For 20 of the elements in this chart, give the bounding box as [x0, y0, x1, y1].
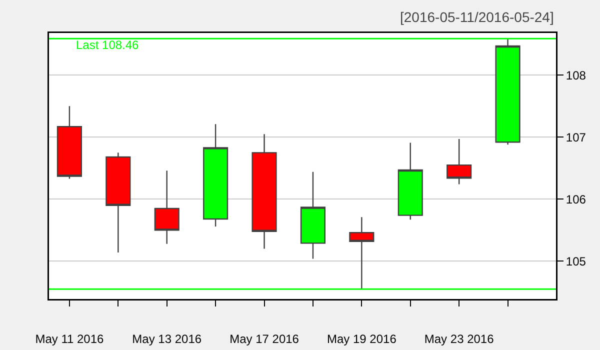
candlestick — [398, 142, 423, 220]
y-tick-label: 108 — [566, 68, 586, 82]
x-tick-label: May 13 2016 — [132, 332, 202, 346]
candlestick — [154, 170, 180, 244]
candlestick — [300, 171, 326, 260]
candlestick — [56, 106, 82, 180]
x-tick-label: May 19 2016 — [326, 332, 397, 346]
candlestick — [106, 152, 131, 254]
y-tick-label: 105 — [566, 254, 586, 268]
chart-title: [2016-05-11/2016-05-24] — [400, 9, 554, 25]
candlestick — [252, 133, 277, 250]
candlestick — [446, 138, 472, 185]
candlestick — [203, 124, 228, 228]
x-tick-label: May 11 2016 — [35, 332, 104, 346]
x-tick-label: May 17 2016 — [230, 332, 300, 346]
annotation: Last 108.46 — [76, 38, 140, 52]
candlestick — [349, 216, 374, 290]
y-tick-label: 107 — [566, 130, 586, 144]
x-tick-label: May 23 2016 — [424, 332, 494, 346]
y-tick-label: 106 — [566, 192, 586, 206]
